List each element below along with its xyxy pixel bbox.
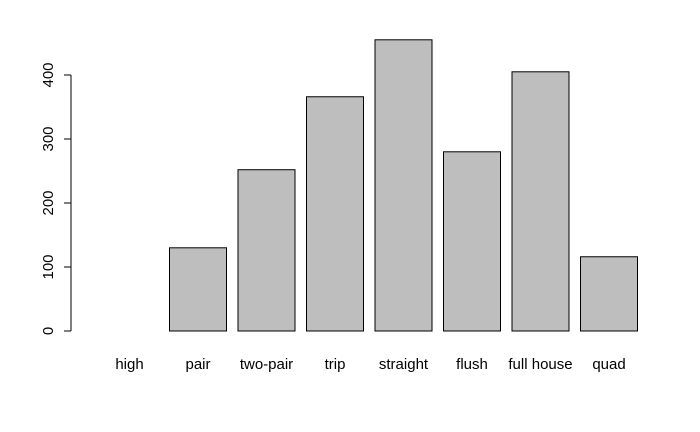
x-category-label: flush: [456, 356, 488, 373]
bar-full-house: [511, 71, 570, 332]
bar-flush: [443, 151, 501, 332]
bars-group: [169, 39, 638, 332]
x-category-label: two-pair: [240, 356, 293, 373]
bar-quad: [580, 256, 638, 332]
x-category-label: quad: [592, 356, 625, 373]
y-tick-label: 100: [40, 254, 57, 279]
x-category-label: high: [115, 356, 143, 373]
y-tick-label: 0: [40, 327, 57, 335]
y-tick-label: 300: [40, 126, 57, 151]
x-axis-labels: high pair two-pair trip straight flush full ho…: [115, 356, 625, 373]
x-category-label: pair: [185, 356, 210, 373]
bar-straight: [374, 39, 433, 332]
bar-two-pair: [237, 169, 296, 332]
y-axis: 0 100 200 300 400: [40, 62, 72, 335]
x-category-label: straight: [379, 356, 429, 373]
x-category-label: trip: [325, 356, 346, 373]
y-tick-label: 400: [40, 62, 57, 87]
bar-trip: [306, 96, 364, 332]
y-tick-label: 200: [40, 190, 57, 215]
x-category-label: full house: [508, 356, 572, 373]
bar-pair: [169, 247, 227, 332]
